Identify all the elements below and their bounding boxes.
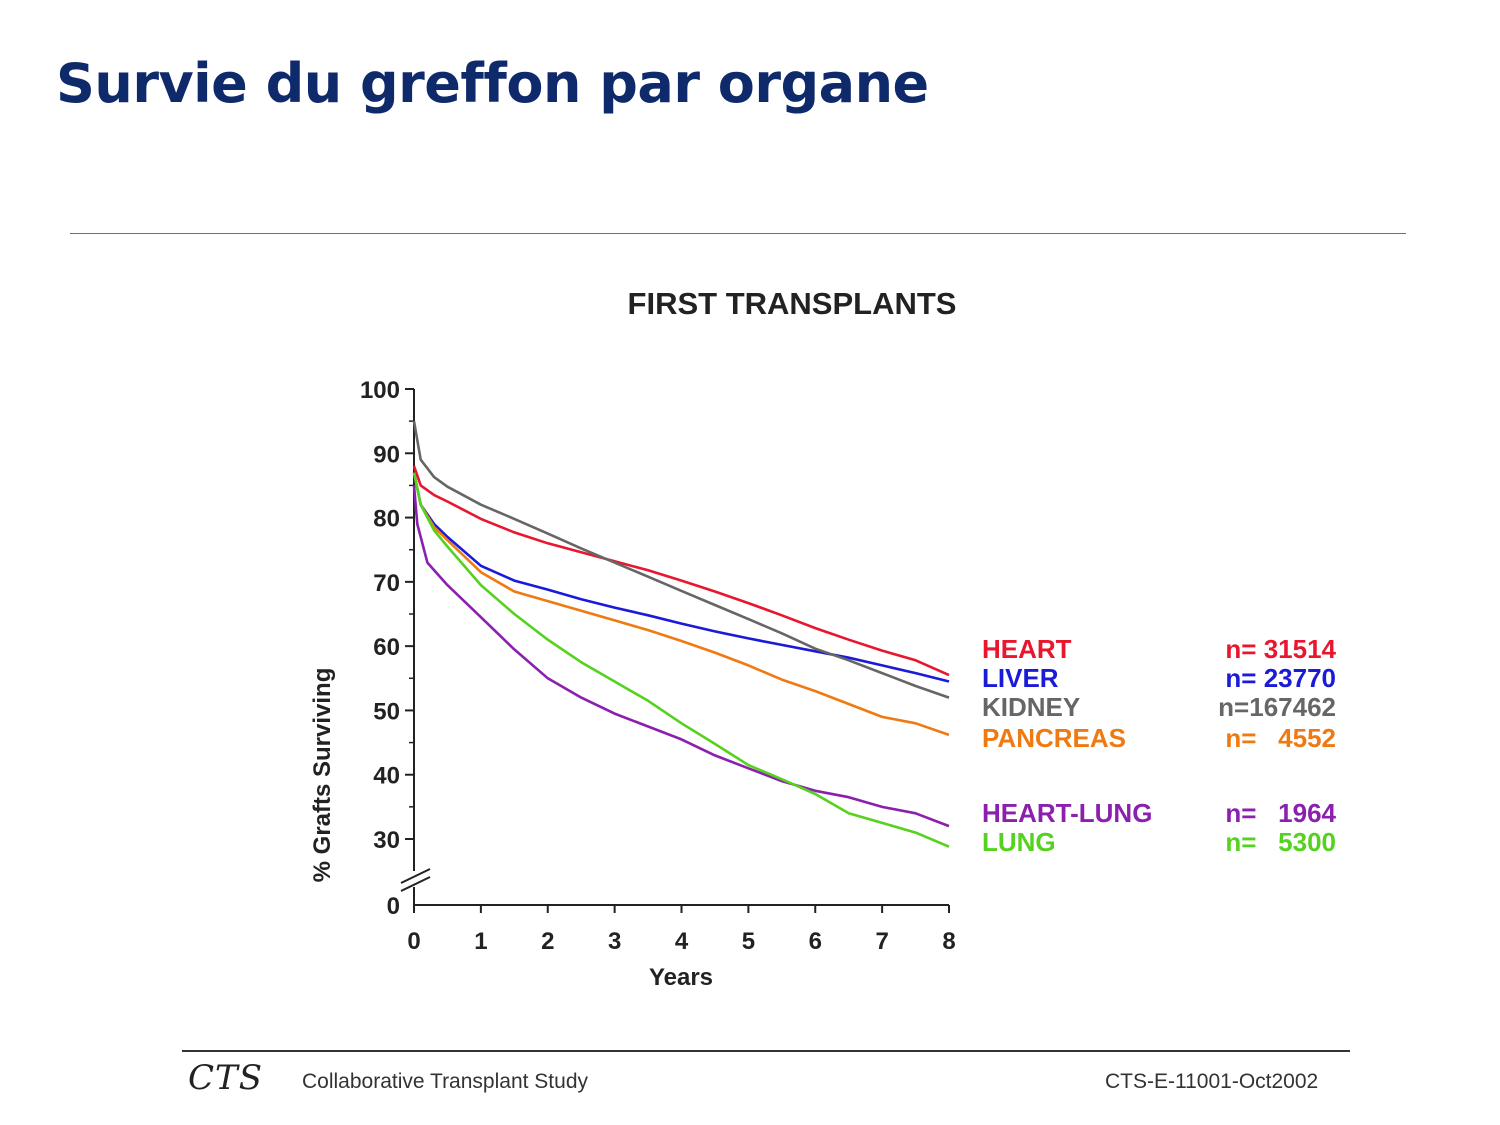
y-tick-label: 0 [387,893,400,920]
legend-label-liver: LIVER [982,663,1059,693]
chart-title: FIRST TRANSPLANTS [628,286,957,321]
series-line-heart-lung [412,485,950,828]
y-tick-label: 80 [373,506,400,533]
survival-chart: FIRST TRANSPLANTS % Grafts Surviving Yea… [309,286,1337,991]
legend-count-lung: n= 5300 [1225,827,1336,857]
cts-logo: CTS [188,1058,263,1098]
axis-break-mark [400,868,431,884]
axes: 100 90 80 70 60 50 40 30 00 1 2 3 4 5 6 7 8 [360,377,956,955]
y-tick-label: 90 [373,441,400,468]
x-tick-label: 8 [942,928,955,955]
series-line-lung [412,472,950,848]
chart-figure: FIRST TRANSPLANTS % Grafts Surviving Yea… [170,255,1350,1105]
legend-label-pancreas: PANCREAS [982,723,1126,753]
y-tick-label: 70 [373,570,400,597]
x-tick-label: 6 [809,928,822,955]
legend-label-heart: HEART [982,634,1072,664]
legend-count-heart: n= 31514 [1225,634,1336,664]
title-divider [70,233,1406,234]
y-tick-label: 50 [373,698,400,725]
y-tick-label: 30 [373,827,400,854]
y-tick-label: 40 [373,763,400,790]
axis-break-mark [400,876,431,892]
x-tick-label: 0 [407,928,420,955]
series-lines [412,420,950,848]
study-name: Collaborative Transplant Study [302,1070,588,1093]
x-tick-label: 2 [541,928,554,955]
series-line-liver [412,472,950,683]
footer-divider [182,1050,1350,1052]
series-line-heart [412,465,950,677]
legend: HEART n= 31514 LIVER n= 23770 KIDNEY n=167462… [982,634,1337,857]
x-tick-label: 4 [675,928,689,955]
legend-count-heart-lung: n= 1964 [1225,798,1336,828]
legend-count-liver: n= 23770 [1225,663,1336,693]
series-line-pancreas [412,472,950,737]
legend-label-lung: LUNG [982,827,1056,857]
legend-label-heart-lung: HEART-LUNG [982,798,1152,828]
slide-title: Survie du greffon par organe [56,52,929,115]
x-tick-label: 1 [474,928,487,955]
x-tick-label: 7 [875,928,888,955]
legend-label-kidney: KIDNEY [982,692,1080,722]
x-tick-label: 3 [608,928,621,955]
y-tick-label: 60 [373,634,400,661]
series-line-kidney [412,420,950,699]
y-axis-label: % Grafts Surviving [309,668,336,883]
legend-count-kidney: n=167462 [1218,692,1336,722]
figure-code: CTS-E-11001-Oct2002 [1105,1070,1319,1093]
x-axis-label: Years [649,964,713,991]
y-tick-label: 100 [360,377,400,404]
legend-count-pancreas: n= 4552 [1225,723,1336,753]
x-tick-label: 5 [742,928,755,955]
